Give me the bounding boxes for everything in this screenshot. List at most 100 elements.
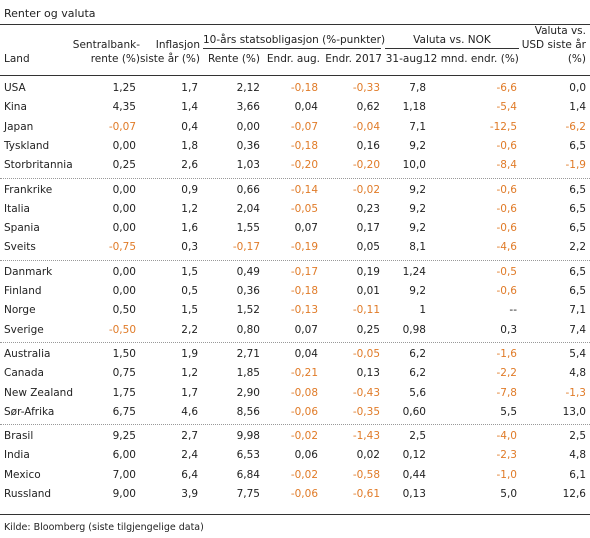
cell-endr-aug: -0,18	[290, 82, 318, 94]
col-header-usd-line3: (%)	[567, 53, 586, 65]
cell-inflasjon: 1,5	[181, 265, 198, 278]
cell-sentralbank: 4,35	[112, 101, 136, 114]
cell-inflasjon: 1,5	[181, 304, 198, 317]
cell-inflasjon: 2,2	[181, 323, 198, 336]
cell-31-aug: 9,2	[409, 285, 426, 297]
cell-12mnd: -4,6	[496, 241, 518, 254]
table-title: Renter og valuta	[4, 7, 96, 20]
cell-inflasjon: 1,8	[181, 139, 198, 152]
cell-endr-aug: -0,18	[290, 139, 318, 152]
cell-12mnd: -0,5	[496, 265, 518, 278]
cell-12mnd: -2,3	[496, 449, 518, 462]
cell-endr-2017: -1,43	[352, 430, 380, 443]
cell-rente: 1,03	[236, 159, 260, 172]
cell-land: Storbritannia	[4, 159, 73, 172]
table-row: Sverige -0,50 2,2 0,80 0,07 0,25 0,98 0,3 7,4	[0, 322, 590, 341]
cell-endr-2017: -0,20	[352, 159, 380, 172]
cell-rente: 0,66	[236, 183, 260, 196]
cell-endr-aug: -0,06	[290, 488, 318, 500]
cell-inflasjon: 1,7	[181, 82, 198, 94]
cell-31-aug: 0,44	[402, 468, 426, 481]
cell-endr-aug: 0,07	[294, 222, 318, 235]
cell-rente: 1,85	[236, 367, 260, 380]
table-row: Canada 0,75 1,2 1,85 -0,21 0,13 6,2 -2,2 4,8	[0, 365, 590, 384]
cell-land: Frankrike	[4, 183, 53, 196]
cell-31-aug: 1	[419, 304, 426, 317]
cell-12mnd: 0,3	[500, 323, 517, 336]
cell-inflasjon: 1,2	[181, 367, 198, 380]
cell-rente: 0,49	[236, 265, 260, 278]
source-footnote: Kilde: Bloomberg (siste tilgjengelige da…	[4, 522, 204, 533]
cell-sentralbank: 1,25	[112, 82, 136, 94]
col-header-endr-aug: Endr. aug.	[266, 53, 320, 65]
cell-land: Australia	[4, 347, 51, 360]
cell-inflasjon: 0,9	[181, 183, 198, 196]
cell-rente: 2,12	[236, 82, 260, 94]
cell-inflasjon: 1,9	[181, 347, 198, 360]
col-header-endr-2017: Endr. 2017	[325, 53, 382, 65]
cell-land: Sør-Afrika	[4, 405, 55, 418]
cell-sentralbank: 0,00	[112, 202, 136, 215]
cell-12mnd: -4,0	[496, 430, 518, 443]
cell-land: USA	[4, 82, 26, 94]
cell-sentralbank: 1,75	[112, 386, 136, 399]
col-header-land: Land	[4, 53, 30, 65]
cell-inflasjon: 6,4	[181, 468, 198, 481]
cell-usd: 6,5	[569, 202, 586, 215]
cell-rente: 1,55	[236, 222, 260, 235]
table-row: India 6,00 2,4 6,53 0,06 0,02 0,12 -2,3 4,8	[0, 447, 590, 466]
table-row: Finland 0,00 0,5 0,36 -0,18 0,01 9,2 -0,6 6,5	[0, 283, 590, 302]
bottom-rule	[0, 514, 590, 515]
table-row: Spania 0,00 1,6 1,55 0,07 0,17 9,2 -0,6 6,5	[0, 220, 590, 239]
cell-endr-aug: -0,06	[290, 405, 318, 418]
cell-usd: 1,4	[569, 101, 586, 114]
cell-land: Russland	[4, 488, 52, 500]
cell-sentralbank: 0,75	[112, 367, 136, 380]
table-row: Storbritannia 0,25 2,6 1,03 -0,20 -0,20 10,0 -8…	[0, 157, 590, 176]
group-separator	[0, 341, 590, 343]
cell-sentralbank: 1,50	[112, 347, 136, 360]
cell-rente: 8,56	[236, 405, 260, 418]
cell-land: Sverige	[4, 323, 44, 336]
col-header-sentralbank-line1: Sentralbank-	[72, 39, 140, 51]
cell-12mnd: -0,6	[496, 139, 518, 152]
cell-sentralbank: 0,00	[112, 183, 136, 196]
cell-endr-2017: 0,16	[356, 139, 380, 152]
cell-endr-2017: 0,19	[356, 265, 380, 278]
cell-sentralbank: -0,07	[108, 120, 136, 133]
cell-land: Tyskland	[4, 139, 50, 152]
cell-rente: 6,53	[236, 449, 260, 462]
cell-31-aug: 0,98	[402, 323, 426, 336]
cell-endr-2017: 0,13	[356, 367, 380, 380]
cell-rente: 2,04	[236, 202, 260, 215]
cell-inflasjon: 1,2	[181, 202, 198, 215]
cell-inflasjon: 2,7	[181, 430, 198, 443]
cell-31-aug: 7,1	[409, 120, 426, 133]
cell-endr-aug: 0,04	[294, 347, 318, 360]
cell-endr-2017: 0,62	[356, 101, 380, 114]
cell-12mnd: -6,6	[496, 82, 518, 94]
cell-rente: 6,84	[236, 468, 260, 481]
cell-12mnd: -1,6	[496, 347, 518, 360]
cell-12mnd: -8,4	[496, 159, 518, 172]
cell-endr-2017: 0,17	[356, 222, 380, 235]
cell-endr-2017: -0,05	[352, 347, 380, 360]
cell-endr-aug: 0,04	[294, 101, 318, 114]
cell-usd: -1,9	[565, 159, 587, 172]
cell-inflasjon: 0,4	[181, 120, 198, 133]
cell-land: Spania	[4, 222, 40, 235]
cell-sentralbank: 9,25	[112, 430, 136, 443]
cell-sentralbank: 0,00	[112, 222, 136, 235]
cell-12mnd: 5,5	[500, 405, 517, 418]
table-row: Sør-Afrika 6,75 4,6 8,56 -0,06 -0,35 0,60 5,5 13…	[0, 404, 590, 423]
cell-sentralbank: 0,00	[112, 265, 136, 278]
cell-rente: 2,90	[236, 386, 260, 399]
cell-endr-2017: -0,33	[352, 82, 380, 94]
cell-usd: 6,5	[569, 183, 586, 196]
cell-31-aug: 0,13	[402, 488, 426, 500]
cell-endr-2017: 0,05	[356, 241, 380, 254]
cell-12mnd: -7,8	[496, 386, 518, 399]
table-row: Australia 1,50 1,9 2,71 0,04 -0,05 6,2 -1,6 5,4	[0, 346, 590, 365]
cell-sentralbank: 0,25	[112, 159, 136, 172]
cell-inflasjon: 1,7	[181, 386, 198, 399]
